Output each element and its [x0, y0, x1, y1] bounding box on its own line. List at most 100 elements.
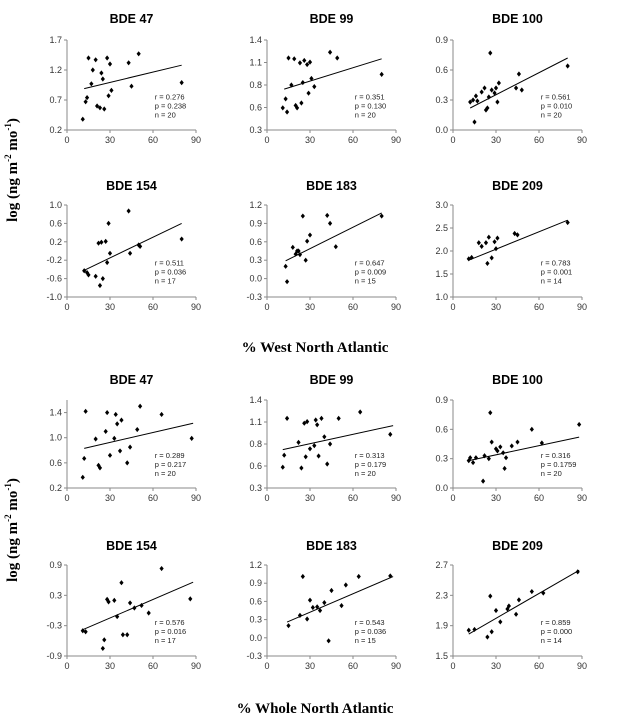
x-tick-label: 60 [348, 661, 358, 671]
x-tick-label: 30 [305, 493, 315, 503]
data-point [296, 248, 301, 254]
data-point [502, 465, 507, 472]
data-point [322, 600, 327, 606]
y-tick-label: 0.6 [49, 458, 62, 468]
data-point [305, 238, 310, 244]
data-point [284, 279, 290, 285]
data-point [479, 243, 484, 249]
x-axis-label-bottom: % Whole North Atlantic [237, 701, 394, 717]
x-tick-label: 30 [105, 302, 115, 312]
x-tick-label: 90 [191, 661, 201, 671]
panel-title: BDE 154 [106, 179, 157, 193]
y-tick-label: 1.0 [49, 433, 62, 443]
scatter-panel: BDE 209 1.0 1.5 2.0 2.5 3.0 0 30 60 90 r = 0.783p … [435, 179, 587, 312]
data-point [105, 596, 110, 602]
data-point [513, 85, 519, 91]
stat-label: n = 17 [155, 277, 176, 286]
data-point [96, 462, 101, 468]
data-point [93, 273, 98, 279]
trend-line [285, 212, 382, 262]
data-point [305, 61, 310, 68]
y-tick-label: 0.9 [435, 35, 448, 45]
panel-title: BDE 47 [110, 12, 154, 26]
y-tick-label: 0.2 [49, 237, 62, 247]
data-point [506, 603, 511, 609]
y-tick-label: 0.3 [49, 590, 62, 600]
data-point [146, 610, 151, 616]
data-point [297, 612, 303, 618]
data-point [303, 454, 308, 460]
data-point [513, 611, 519, 617]
stat-label: n = 15 [355, 277, 376, 286]
x-tick-label: 0 [64, 302, 69, 312]
y-tick-label: -0.3 [246, 651, 262, 661]
y-tick-label: 1.5 [435, 651, 448, 661]
data-point [565, 63, 570, 69]
data-point [516, 71, 522, 77]
stat-label: r = 0.313 [355, 451, 385, 460]
data-point [127, 600, 133, 606]
data-point [299, 100, 304, 106]
y-tick-label: 0.6 [49, 218, 62, 228]
data-point [327, 220, 333, 226]
stat-label: n = 20 [155, 469, 176, 478]
x-tick-label: 60 [348, 302, 358, 312]
x-tick-label: 30 [491, 135, 501, 145]
data-point [300, 573, 305, 580]
y-tick-label: 1.2 [49, 65, 62, 75]
data-point [312, 84, 317, 90]
data-point [307, 232, 313, 238]
stat-label: n = 17 [155, 636, 176, 645]
x-tick-label: 60 [534, 493, 544, 503]
data-point [107, 61, 113, 67]
data-point [139, 602, 144, 609]
data-point [516, 597, 522, 603]
data-point [305, 419, 310, 425]
panel-title: BDE 99 [310, 373, 354, 387]
stat-label: r = 0.276 [155, 92, 185, 101]
data-point [515, 439, 520, 445]
data-point [290, 244, 295, 250]
data-point [485, 634, 490, 640]
data-point [283, 96, 288, 102]
data-point [489, 629, 494, 635]
y-tick-label: 0.8 [249, 439, 262, 449]
data-point [315, 604, 320, 610]
y-tick-label: 0.6 [249, 596, 262, 606]
stat-label: p = 0.000 [541, 627, 573, 636]
x-tick-label: 30 [491, 661, 501, 671]
data-point [476, 240, 481, 246]
data-point [117, 448, 123, 454]
stat-label: r = 0.511 [155, 259, 184, 268]
y-tick-label: 0.9 [49, 560, 62, 570]
data-point [470, 97, 476, 103]
data-point [127, 444, 133, 450]
y-tick-label: -0.6 [46, 274, 62, 284]
data-point [489, 439, 494, 445]
x-tick-label: 30 [305, 302, 315, 312]
y-tick-label: 0.6 [249, 237, 262, 247]
y-tick-label: -1.0 [46, 292, 62, 302]
data-point [95, 103, 100, 109]
y-tick-label: 1.2 [249, 200, 262, 210]
data-point [109, 87, 114, 93]
scatter-panel: BDE 154 -1.0 -0.6 -0.2 0.2 0.6 1.0 0 30 60 90 r = 0… [46, 179, 201, 312]
data-point [90, 67, 95, 73]
y-axis-label-bottom: log (ng m-2 mo-1) [3, 478, 21, 582]
data-point [300, 79, 305, 86]
data-point [99, 239, 104, 245]
data-point [120, 632, 125, 638]
x-tick-label: 90 [191, 493, 201, 503]
data-point [83, 408, 88, 414]
x-tick-label: 90 [191, 135, 201, 145]
panel-title: BDE 100 [492, 373, 543, 387]
y-tick-label: -0.3 [246, 292, 262, 302]
x-tick-label: 90 [577, 302, 587, 312]
y-tick-label: 1.0 [435, 292, 448, 302]
data-point [486, 234, 491, 240]
data-point [322, 434, 327, 440]
data-point [127, 250, 133, 256]
data-point [486, 94, 491, 100]
